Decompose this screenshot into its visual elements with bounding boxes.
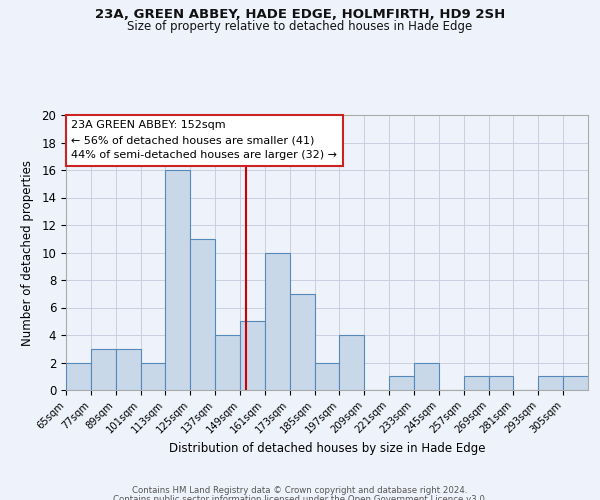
Y-axis label: Number of detached properties: Number of detached properties xyxy=(22,160,34,346)
Bar xyxy=(488,376,514,390)
Bar xyxy=(389,376,414,390)
Bar xyxy=(116,349,140,390)
Bar xyxy=(538,376,563,390)
Bar xyxy=(464,376,488,390)
Bar xyxy=(265,252,290,390)
Bar xyxy=(215,335,240,390)
Bar xyxy=(66,362,91,390)
Text: 23A GREEN ABBEY: 152sqm
← 56% of detached houses are smaller (41)
44% of semi-de: 23A GREEN ABBEY: 152sqm ← 56% of detache… xyxy=(71,120,337,160)
Bar xyxy=(414,362,439,390)
Bar xyxy=(340,335,364,390)
Text: Size of property relative to detached houses in Hade Edge: Size of property relative to detached ho… xyxy=(127,20,473,33)
Bar xyxy=(166,170,190,390)
Bar xyxy=(314,362,340,390)
Text: Contains HM Land Registry data © Crown copyright and database right 2024.: Contains HM Land Registry data © Crown c… xyxy=(132,486,468,495)
Bar xyxy=(190,239,215,390)
Bar xyxy=(91,349,116,390)
Bar xyxy=(290,294,314,390)
Text: 23A, GREEN ABBEY, HADE EDGE, HOLMFIRTH, HD9 2SH: 23A, GREEN ABBEY, HADE EDGE, HOLMFIRTH, … xyxy=(95,8,505,20)
Bar xyxy=(240,322,265,390)
Text: Contains public sector information licensed under the Open Government Licence v3: Contains public sector information licen… xyxy=(113,495,487,500)
X-axis label: Distribution of detached houses by size in Hade Edge: Distribution of detached houses by size … xyxy=(169,442,485,456)
Bar xyxy=(563,376,588,390)
Bar xyxy=(140,362,166,390)
